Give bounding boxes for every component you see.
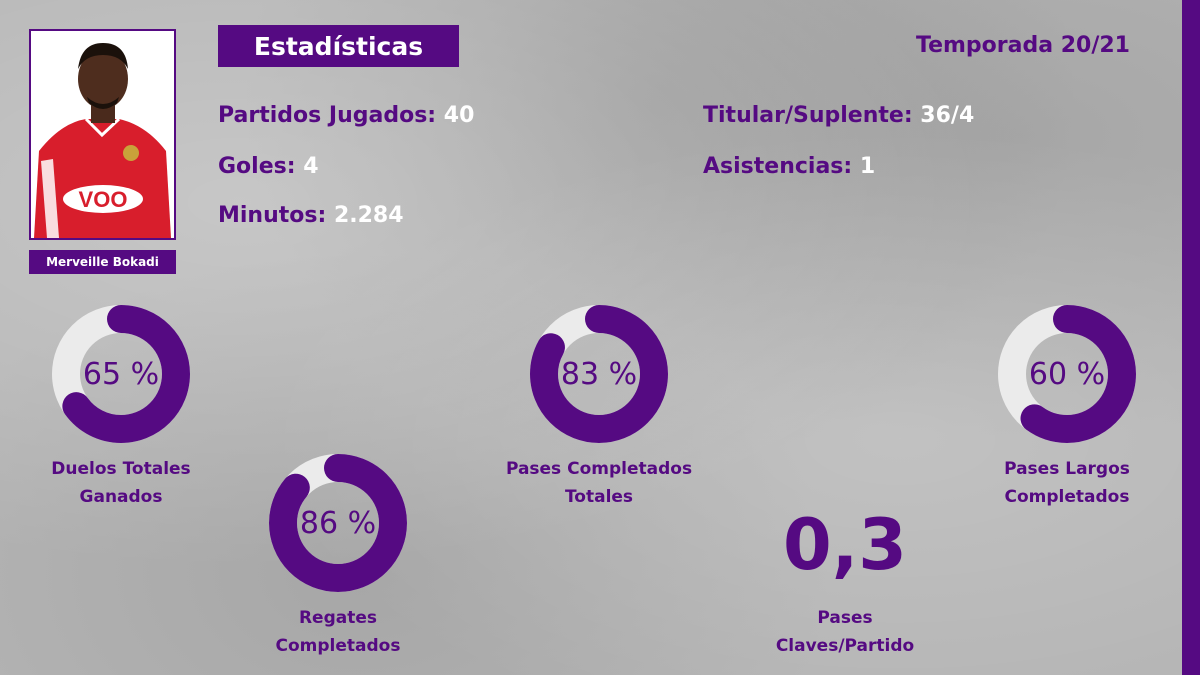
sponsor-text: VOO [79,187,128,212]
stat-value: 4 [303,154,319,179]
stat-value: 36/4 [920,103,975,128]
stat-asistencias: Asistencias: 1 [703,154,875,179]
stat-value: 2.284 [333,203,404,228]
page-title: Estadísticas [218,25,459,67]
caption-line: Totales [564,487,634,507]
stat-label: Asistencias: [703,154,853,179]
donut-ring [998,305,1136,443]
donut-arc [530,305,668,443]
donut-percent: 60 % [1028,356,1106,392]
donut-percent: 86 % [299,505,377,541]
donut-arc [998,305,1136,443]
caption-line: Pases [817,608,873,628]
donut-duelos: 65 % [51,304,191,444]
caption-line: Completados [275,636,401,656]
key-passes-value: 0,3 [782,504,907,586]
player-name-tag: Merveille Bokadi [29,250,176,274]
season-label: Temporada 20/21 [915,33,1130,58]
caption-line: Claves/Partido [775,636,915,656]
caption-line: Duelos Totales [51,459,191,479]
donut-arc [269,454,407,592]
player-photo: VOO [29,29,176,240]
donut-caption-pases: Pases Completados Totales [469,455,729,511]
stat-label: Titular/Suplente: [703,103,913,128]
stat-label: Goles: [218,154,296,179]
donut-caption-pases-largos: Pases Largos Completados [937,455,1197,511]
key-passes-caption: Pases Claves/Partido [715,604,975,660]
caption-line: Pases Largos [1004,459,1130,479]
donut-arc [52,305,190,443]
stat-goles: Goles: 4 [218,154,319,179]
donut-percent: 65 % [82,356,160,392]
donut-percent: 83 % [560,356,638,392]
donut-pases: 83 % [529,304,669,444]
donut-ring [52,305,190,443]
caption-line: Pases Completados [505,459,693,479]
donut-caption-regates: Regates Completados [208,604,468,660]
caption-line: Ganados [79,487,163,507]
donut-ring [530,305,668,443]
donut-ring [269,454,407,592]
stat-value: 1 [859,154,876,179]
donut-pases-largos: 60 % [997,304,1137,444]
stat-label: Minutos: [218,203,327,228]
stat-value: 40 [443,103,475,128]
stat-partidos: Partidos Jugados: 40 [218,103,474,128]
stat-minutos: Minutos: 2.284 [218,203,404,228]
caption-line: Completados [1004,487,1130,507]
donut-regates: 86 % [268,453,408,593]
side-accent-bar [1182,0,1200,675]
stat-titular: Titular/Suplente: 36/4 [703,103,974,128]
stat-label: Partidos Jugados: [218,103,437,128]
donut-caption-duelos: Duelos Totales Ganados [0,455,251,511]
caption-line: Regates [298,608,378,628]
